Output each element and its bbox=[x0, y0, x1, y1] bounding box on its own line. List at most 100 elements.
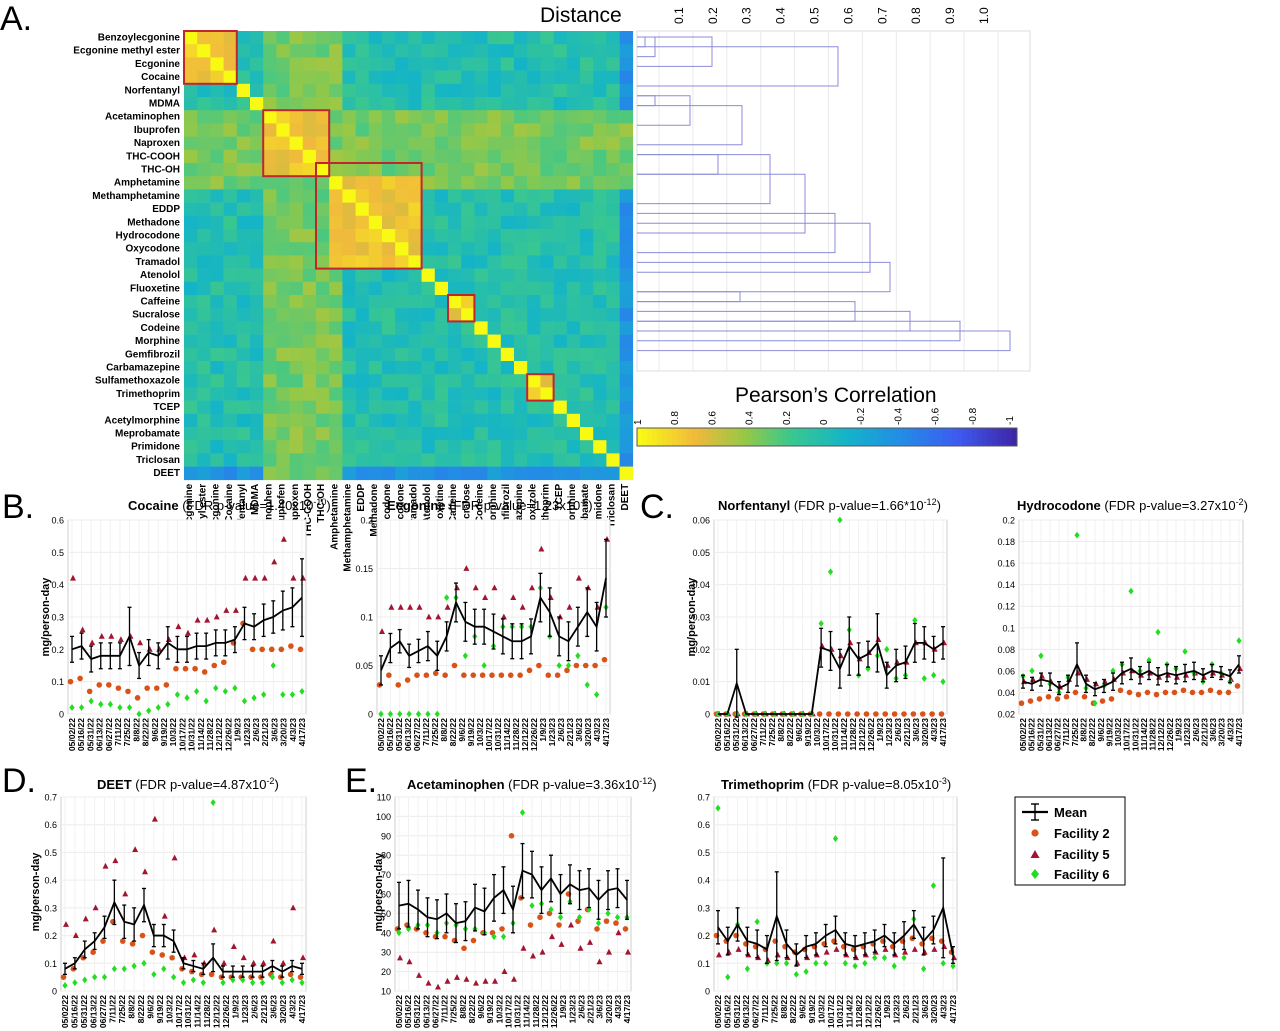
heatmap-cell bbox=[540, 176, 554, 190]
x-tick-label: 1/9/23 bbox=[231, 995, 241, 1019]
colorbar-segment bbox=[802, 428, 808, 446]
facility5-point bbox=[425, 979, 432, 986]
facility6-point bbox=[72, 979, 78, 987]
facility5-point bbox=[587, 939, 593, 945]
facility5-point bbox=[491, 584, 498, 591]
plot-title-stat: (FDR p-value=1.66*10 bbox=[790, 498, 923, 513]
heatmap-cell bbox=[382, 229, 396, 243]
heatmap-cell bbox=[421, 413, 436, 428]
heatmap-cell bbox=[276, 347, 290, 362]
x-tick-label: 8/22/22 bbox=[788, 995, 798, 1024]
heatmap-cell bbox=[593, 347, 607, 362]
heatmap-cell bbox=[421, 163, 436, 177]
heatmap-cell bbox=[342, 440, 356, 454]
heatmap-col-label: Codeine bbox=[475, 483, 486, 523]
heatmap-cell bbox=[500, 83, 515, 98]
facility2-point bbox=[414, 672, 420, 678]
facility6-point bbox=[605, 910, 611, 917]
facility6-point bbox=[280, 691, 286, 698]
x-tick-label: 05/16/22 bbox=[403, 995, 413, 1028]
heatmap-cell bbox=[487, 440, 502, 454]
heatmap-cell bbox=[408, 427, 422, 441]
dendrogram-link bbox=[637, 105, 743, 146]
heatmap-cell bbox=[368, 308, 383, 322]
heatmap-cell bbox=[342, 268, 356, 283]
heatmap-cell bbox=[342, 110, 356, 124]
heatmap-cell bbox=[527, 242, 541, 256]
facility2-point bbox=[211, 662, 218, 669]
heatmap-cell bbox=[500, 110, 515, 124]
heatmap-cell bbox=[302, 149, 317, 164]
heatmap-cell bbox=[368, 268, 383, 283]
heatmap-cell bbox=[474, 202, 488, 217]
x-tick-label: 2/21/23 bbox=[260, 718, 270, 747]
facility5-point bbox=[425, 613, 432, 620]
heatmap-cell bbox=[408, 413, 422, 428]
heatmap-cell bbox=[461, 387, 475, 401]
heatmap-cell bbox=[236, 136, 251, 151]
heatmap-cell bbox=[566, 361, 581, 375]
cluster-box bbox=[262, 109, 331, 178]
heatmap-cell bbox=[566, 57, 581, 71]
facility6-point bbox=[595, 919, 602, 927]
heatmap-cell bbox=[329, 255, 343, 269]
x-tick-label: 05/31/22 bbox=[1035, 718, 1045, 751]
heatmap-cell bbox=[395, 110, 409, 124]
heatmap-cell bbox=[527, 427, 541, 441]
heatmap-cell bbox=[619, 413, 634, 428]
heatmap-cell bbox=[514, 295, 528, 309]
facility6-point bbox=[269, 973, 275, 981]
x-tick-label: 2/6/23 bbox=[901, 995, 911, 1019]
heatmap-cell bbox=[421, 229, 436, 243]
heatmap-cell bbox=[474, 136, 488, 151]
heatmap-cell bbox=[276, 281, 290, 296]
heatmap-cell bbox=[197, 176, 211, 190]
facility5-point bbox=[501, 968, 508, 974]
heatmap-row-label: Triclosan bbox=[136, 455, 180, 466]
facility2-point bbox=[139, 932, 146, 939]
heatmap-cell bbox=[540, 374, 554, 388]
facility2-point bbox=[816, 711, 823, 717]
heatmap-cell bbox=[434, 136, 449, 151]
heatmap-cell bbox=[289, 413, 304, 428]
heatmap-cell bbox=[461, 31, 475, 45]
facility6-point bbox=[62, 982, 68, 989]
y-tick-label: 0.05 bbox=[355, 661, 373, 671]
heatmap-cell bbox=[566, 387, 581, 401]
heatmap-cell bbox=[527, 70, 541, 85]
heatmap-cell bbox=[434, 440, 449, 454]
heatmap-cell bbox=[355, 374, 370, 388]
heatmap-cell bbox=[236, 400, 251, 415]
heatmap-cell bbox=[302, 374, 317, 388]
heatmap-cell bbox=[540, 189, 554, 203]
heatmap-cell bbox=[448, 57, 462, 71]
heatmap-cell bbox=[184, 163, 198, 177]
facility5-point bbox=[568, 921, 574, 928]
dendrogram-tick-label: 0.2 bbox=[706, 7, 720, 24]
heatmap-cell bbox=[355, 123, 370, 137]
heatmap-cell bbox=[395, 123, 409, 137]
facility5-point bbox=[132, 846, 139, 853]
heatmap-cell bbox=[540, 57, 554, 71]
x-tick-label: 11/28/22 bbox=[205, 718, 215, 751]
x-tick-label: 4/3/23 bbox=[613, 995, 623, 1019]
heatmap-cell bbox=[593, 97, 607, 111]
heatmap-row-label: Sulfamethoxazole bbox=[95, 376, 180, 387]
heatmap-cell bbox=[302, 215, 317, 230]
colorbar-tick-label: -1 bbox=[1005, 416, 1016, 425]
heatmap-cell bbox=[250, 189, 264, 203]
heatmap-cell bbox=[553, 281, 568, 296]
colorbar-segment bbox=[712, 428, 718, 446]
x-tick-label: 10/17/22 bbox=[484, 718, 494, 751]
cluster-box bbox=[183, 30, 238, 85]
heatmap-cell bbox=[382, 440, 396, 454]
heatmap-cell bbox=[606, 163, 620, 177]
heatmap-cell bbox=[527, 255, 541, 269]
x-tick-label: 7/25/22 bbox=[769, 995, 779, 1024]
heatmap-cell bbox=[382, 308, 396, 322]
heatmap-cell bbox=[289, 387, 304, 401]
heatmap-cell bbox=[316, 427, 330, 441]
heatmap-cell bbox=[619, 83, 634, 98]
heatmap-cell bbox=[355, 321, 370, 335]
heatmap-cell bbox=[553, 110, 568, 124]
